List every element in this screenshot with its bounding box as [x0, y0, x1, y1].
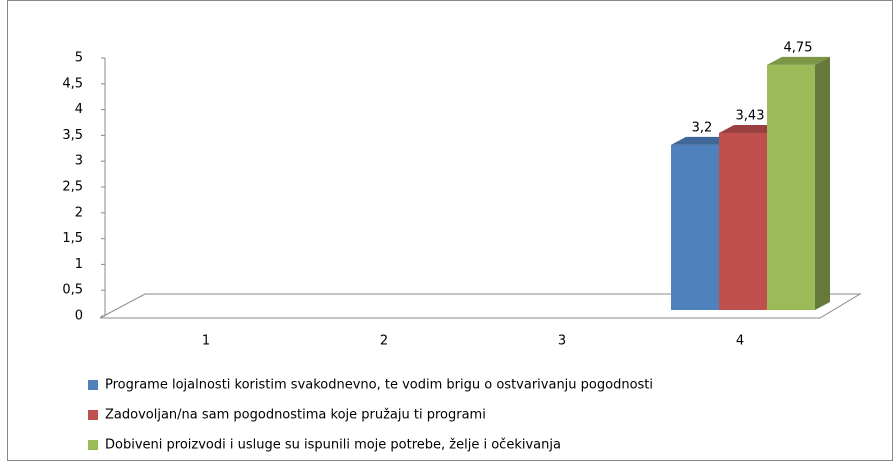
bar-top — [719, 125, 782, 134]
y-tick-label: 1 — [75, 257, 83, 272]
data-label: 3,2 — [692, 120, 713, 135]
y-tick-label: 0 — [75, 309, 83, 324]
y-tick-label: 1,5 — [62, 231, 83, 246]
bar-top — [767, 56, 830, 65]
y-tick-label: 4,5 — [62, 76, 83, 91]
bar — [671, 144, 719, 310]
bar-top — [671, 136, 734, 145]
legend-label: Zadovoljan/na sam pogodnostima koje pruž… — [105, 408, 486, 423]
bar — [767, 64, 815, 311]
x-tick-label: 1 — [202, 334, 210, 349]
y-tick-label: 4 — [75, 102, 83, 117]
data-label: 4,75 — [784, 40, 813, 55]
legend-label: Dobiveni proizvodi i usluge su ispunili … — [105, 438, 561, 453]
y-tick-label: 0,5 — [62, 283, 83, 298]
y-tick-label: 5 — [75, 51, 83, 66]
floor — [99, 293, 862, 319]
bar — [719, 133, 767, 310]
x-tick-label: 4 — [736, 334, 744, 349]
y-tick-label: 3,5 — [62, 128, 83, 143]
data-label: 3,43 — [736, 109, 765, 124]
x-tick-label: 2 — [380, 334, 388, 349]
y-tick-label: 3 — [75, 154, 83, 169]
x-tick-label: 3 — [558, 334, 566, 349]
bar-side — [815, 56, 830, 311]
legend-swatch — [88, 380, 98, 390]
legend-swatch — [88, 440, 98, 450]
legend-label: Programe lojalnosti koristim svakodnevno… — [105, 378, 653, 393]
y-tick-label: 2,5 — [62, 180, 83, 195]
y-tick-label: 2 — [75, 205, 83, 220]
legend-swatch — [88, 410, 98, 420]
